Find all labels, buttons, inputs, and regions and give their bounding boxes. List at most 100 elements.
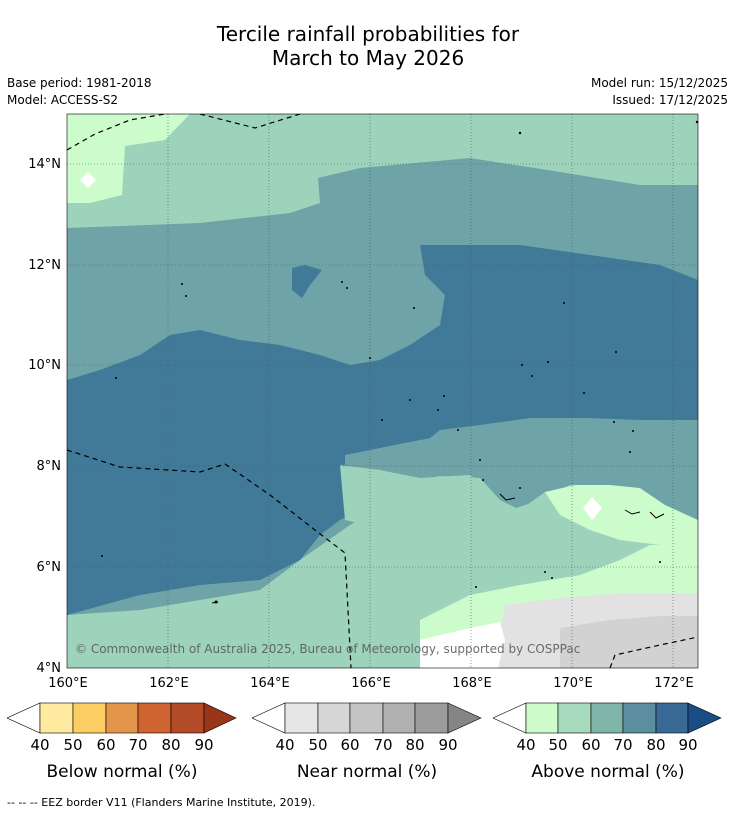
- colorbar-above: [493, 702, 722, 734]
- atoll: [115, 377, 117, 379]
- atoll: [518, 131, 522, 135]
- legend-near-label: Near normal (%): [296, 762, 438, 782]
- base-period: Base period: 1981-2018: [7, 76, 152, 90]
- lon-label: 172°E: [654, 676, 694, 691]
- cbar-below-seg: [72, 702, 107, 734]
- model-run: Model run: 15/12/2025: [590, 76, 728, 90]
- tick: 70: [373, 736, 393, 754]
- atoll: [547, 361, 549, 363]
- eez-footnote: -- -- -- EEZ border V11 (Flanders Marine…: [7, 796, 316, 809]
- copyright-notice: © Commonwealth of Australia 2025, Bureau…: [75, 642, 580, 656]
- cbar-below-seg: [105, 702, 139, 734]
- field-near-60-70: [560, 616, 698, 668]
- atoll: [181, 283, 183, 285]
- atoll: [346, 287, 348, 289]
- atoll: [381, 419, 383, 421]
- atoll: [583, 392, 585, 394]
- field-above-70-80: [67, 245, 698, 615]
- field-above-70-80-islet: [292, 265, 322, 298]
- atoll: [632, 430, 634, 432]
- atoll: [544, 571, 546, 573]
- tick: 80: [405, 736, 425, 754]
- cbar-near-seg: [349, 702, 384, 734]
- atoll: [457, 429, 459, 431]
- cbar-near-low: [252, 702, 286, 734]
- eez-borders: [67, 114, 698, 668]
- atoll: [409, 399, 411, 401]
- atoll: [563, 302, 565, 304]
- atoll: [615, 351, 617, 353]
- title-line-2: March to May 2026: [271, 46, 465, 70]
- axis-labels: 14°N 12°N 10°N 8°N 6°N 4°N 160°E 162°E 1…: [28, 157, 694, 691]
- cbar-below-seg: [39, 702, 74, 734]
- cbar-near-seg: [284, 702, 319, 734]
- cbar-above-seg: [655, 702, 689, 734]
- tick: 60: [96, 736, 116, 754]
- tick: 50: [63, 736, 83, 754]
- cbar-near-seg: [317, 702, 351, 734]
- atoll: [185, 295, 187, 297]
- atoll: [482, 479, 484, 481]
- field-white-spot-west: [80, 172, 96, 188]
- atoll: [101, 555, 103, 557]
- atoll: [369, 357, 371, 359]
- atoll-outlines: [211, 493, 665, 604]
- cbar-below-seg: [170, 702, 205, 734]
- tick: 40: [516, 736, 536, 754]
- atoll: [649, 511, 665, 519]
- field-white-band-south: [420, 622, 505, 668]
- lon-label: 166°E: [351, 676, 391, 691]
- atoll: [551, 577, 553, 579]
- lon-label: 162°E: [149, 676, 189, 691]
- meta-right: Model run: 15/12/2025 Issued: 17/12/2025: [591, 75, 728, 109]
- atoll: [443, 395, 445, 397]
- field-white-spot-east: [583, 497, 602, 520]
- eez-border-south-east: [609, 636, 698, 668]
- lat-label: 4°N: [37, 661, 62, 676]
- tick: 70: [613, 736, 633, 754]
- lon-label: 170°E: [553, 676, 593, 691]
- model-name: Model: ACCESS-S2: [7, 93, 119, 107]
- probability-fields: © Commonwealth of Australia 2025, Bureau…: [67, 114, 698, 668]
- map-frame: [66, 113, 699, 669]
- tick: 70: [128, 736, 148, 754]
- atoll: [695, 120, 698, 124]
- cbar-below-seg: [137, 702, 172, 734]
- tick: 90: [678, 736, 698, 754]
- lat-label: 6°N: [37, 560, 62, 575]
- cbar-below-low: [7, 702, 41, 734]
- cbar-above-seg: [557, 702, 592, 734]
- tick: 60: [581, 736, 601, 754]
- graticule: [67, 114, 698, 668]
- atoll: [624, 509, 641, 515]
- tick: 40: [275, 736, 295, 754]
- eez-border-west: [67, 449, 352, 668]
- issued-date: Issued: 17/12/2025: [612, 93, 728, 107]
- eez-border-north-mid: [199, 114, 301, 129]
- atoll: [521, 364, 523, 366]
- tick: 40: [30, 736, 50, 754]
- cbar-near-high: [447, 702, 482, 734]
- cbar-above-seg: [622, 702, 657, 734]
- cbar-below-high: [203, 702, 237, 734]
- field-above-60-70-east: [345, 420, 698, 530]
- legend-below-label: Below normal (%): [46, 762, 198, 782]
- atoll: [341, 281, 343, 283]
- tick: 90: [194, 736, 214, 754]
- atoll: [531, 375, 533, 377]
- tick: 50: [308, 736, 328, 754]
- lat-label: 14°N: [28, 157, 61, 172]
- cbar-above-seg: [590, 702, 624, 734]
- probability-map: © Commonwealth of Australia 2025, Bureau…: [28, 113, 699, 691]
- field-above-40-50-east: [545, 485, 698, 545]
- lon-label: 168°E: [452, 676, 492, 691]
- atoll: [613, 421, 615, 423]
- colorbar-below: [7, 702, 237, 734]
- atoll: [519, 487, 521, 489]
- field-above-40-50-north: [67, 114, 190, 203]
- atoll: [413, 307, 415, 309]
- cbar-above-seg: [525, 702, 559, 734]
- title-line-1: Tercile rainfall probabilities for: [216, 22, 520, 46]
- atoll: [437, 409, 439, 411]
- cbar-near-seg: [414, 702, 449, 734]
